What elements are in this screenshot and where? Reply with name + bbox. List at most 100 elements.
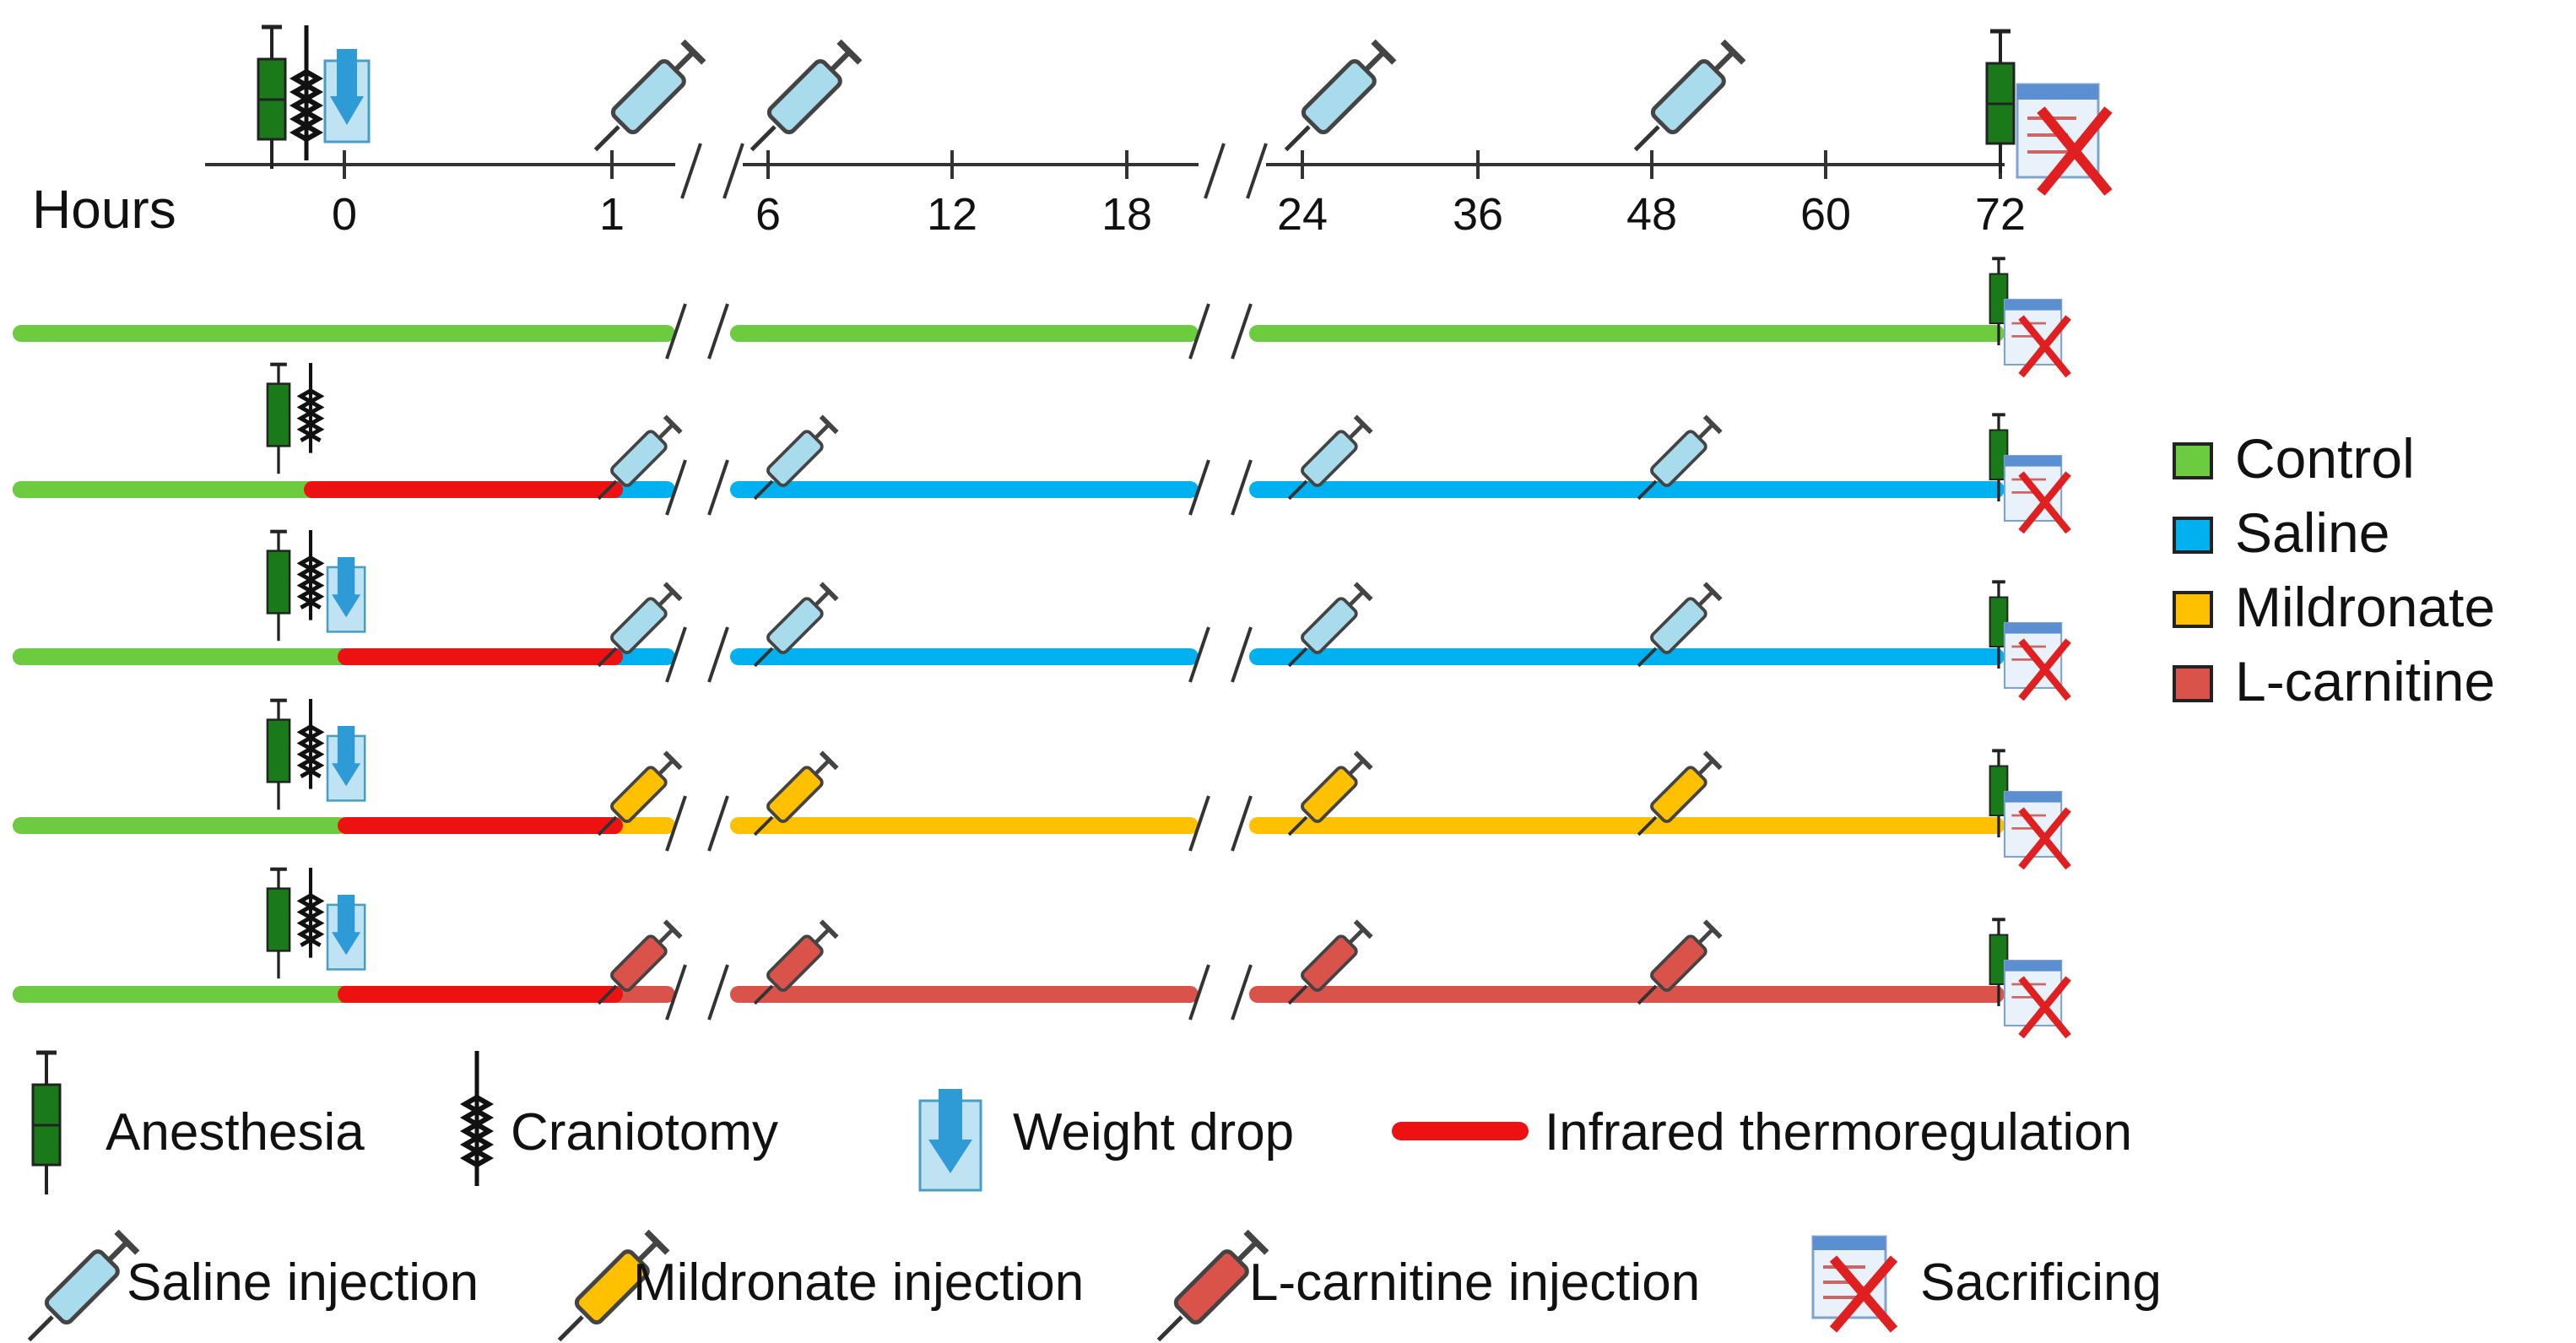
anesthesia-icon [1989,257,2009,346]
group-row-control [13,257,2071,378]
group-row-lcarnitine [13,867,2071,1039]
legend-infrared-label: Infrared thermoregulation [1545,1103,2132,1162]
tick-label: 48 [1626,189,1677,240]
legend-item-control: Control [2173,427,2415,490]
lcarnitine-injection-icon [753,919,839,1005]
sacrificing-icon [2003,790,2071,870]
lcarnitine-injection-icon [1156,1229,1269,1342]
craniotomy-icon [296,868,325,958]
tick-label: 60 [1800,189,1851,240]
anesthesia-icon [266,529,291,642]
legend-mildronate-injection-label: Mildronate injection [633,1254,1084,1312]
group-row-saline-sham [13,362,2071,534]
lcarnitine-injection-icon [1637,919,1723,1005]
axis-break [707,303,729,360]
anesthesia-icon [1989,413,2009,502]
axis-break [1188,626,1210,683]
legend-anesthesia-label: Anesthesia [106,1103,365,1162]
axis-break [1231,795,1253,852]
tick-label: 0 [332,189,357,240]
legend-craniotomy-label: Craniotomy [511,1103,778,1162]
axis-break [722,143,744,199]
legend-lcarnitine-injection-label: L-carnitine injection [1249,1254,1700,1312]
axis-break [1188,964,1210,1021]
top-syringes [593,39,1746,152]
saline-injection-icon [753,582,839,668]
axis-break [665,795,687,852]
sacrificing-icon [2003,298,2071,378]
legend-weight-drop-label: Weight drop [1013,1103,1294,1162]
craniotomy-icon [296,699,325,789]
legend-label: L-carnitine [2235,650,2495,712]
mildronate-injection-icon [1637,750,1723,837]
legend-swatch [2173,442,2213,479]
tick-label: 36 [1453,189,1503,240]
craniotomy-icon [296,530,325,620]
tick-labels: 0 1 6 12 18 24 36 48 60 72 [332,189,2026,240]
legend-sacrificing-label: Sacrificing [1920,1254,2162,1312]
sacrificing-icon [2016,83,2113,196]
legend-infrared: Infrared thermoregulation [1392,1103,2132,1162]
weight-drop-icon [326,557,366,633]
anesthesia-icon [1989,749,2009,838]
anesthesia-icon [1989,918,2009,1007]
saline-injection-icon [1637,414,1723,501]
legend-anesthesia: Anesthesia [31,1050,365,1194]
saline-injection-icon [597,582,683,668]
sacrificing-icon [2003,959,2071,1039]
saline-injection-icon [27,1229,140,1342]
axis-break [1188,795,1210,852]
saline-injection-icon [1284,39,1397,152]
mildronate-injection-icon [597,750,683,837]
mildronate-injection-icon [1287,750,1373,837]
group-row-mildronate [13,698,2071,870]
anesthesia-icon [1989,580,2009,669]
craniotomy-icon [289,25,324,160]
tick-label: 1 [599,189,625,240]
axis-break [1204,143,1226,199]
legend-swatch [2173,591,2213,628]
legend-label: Mildronate [2235,576,2495,638]
weight-drop-icon [323,49,371,144]
saline-injection-icon [1287,414,1373,501]
mildronate-injection-icon [557,1229,670,1342]
legend-item-lcarnitine: L-carnitine [2173,650,2495,712]
axis-break [707,459,729,516]
group-rows [13,257,2071,1039]
group-legend: Control Saline Mildronate L-carnitine [2173,427,2495,712]
anesthesia-icon [257,24,287,169]
saline-injection-icon [750,39,863,152]
legend-swatch [2173,665,2213,702]
axis-break [1231,459,1253,516]
saline-injection-icon [1633,39,1746,152]
sacrificing-icon [2003,621,2071,701]
axis-break [680,143,702,199]
legend-swatch [2173,517,2213,554]
anesthesia-icon [266,867,291,979]
craniotomy-icon [296,363,325,453]
axis-break [665,459,687,516]
anesthesia-icon [1985,29,2016,173]
axis-break [1231,303,1253,360]
legend-weight-drop: Weight drop [918,1089,1294,1192]
saline-injection-icon [1287,582,1373,668]
axis-break [1188,303,1210,360]
saline-injection-icon [753,414,839,501]
axis-break [665,964,687,1021]
saline-injection-icon [1637,582,1723,668]
weight-drop-icon [326,726,366,802]
weight-drop-icon [918,1089,982,1192]
anesthesia-icon [31,1050,62,1194]
axis-break [707,795,729,852]
axis-break [1231,964,1253,1021]
axis-break [1231,626,1253,683]
legend-saline-injection-label: Saline injection [127,1254,479,1312]
mildronate-injection-icon [753,750,839,837]
legend-craniotomy: Craniotomy [459,1051,778,1186]
saline-injection-icon [593,39,706,152]
axis-break [665,626,687,683]
axis-break [1246,143,1268,199]
craniotomy-icon [459,1051,495,1186]
tick-label: 24 [1277,189,1328,240]
lcarnitine-injection-icon [597,919,683,1005]
